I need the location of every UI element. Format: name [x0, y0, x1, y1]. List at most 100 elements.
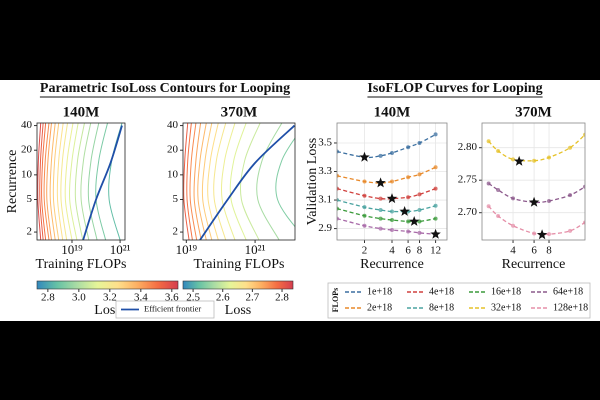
data-point [433, 203, 438, 208]
colorbar-tick-label: 3.6 [165, 292, 179, 304]
panel-title: 140M [63, 104, 100, 120]
contour-line [189, 123, 198, 240]
y-tick-label: 2 [27, 226, 33, 238]
section-title: Parametric IsoLoss Contours for Looping [40, 81, 290, 96]
frontier-line [82, 125, 123, 240]
contour-line [193, 123, 202, 240]
data-point [337, 186, 339, 191]
optimum-star [359, 151, 370, 162]
plot-area [337, 132, 441, 239]
y-tick-label: 2 [173, 226, 179, 238]
data-point [362, 205, 367, 210]
contour-line [256, 123, 283, 240]
data-point [406, 195, 411, 200]
legend-label: Efficient frontier [144, 303, 201, 313]
plot-frame [481, 122, 586, 241]
x-axis-label: Training FLOPs [194, 257, 285, 272]
data-point [390, 218, 394, 223]
plot-frame [336, 122, 448, 241]
data-point [337, 206, 339, 211]
data-point [532, 158, 537, 163]
data-point [568, 145, 573, 150]
legend-label: 128e+18 [553, 302, 588, 313]
panel-title: 140M [374, 104, 411, 120]
contour-line [213, 123, 227, 240]
plot-area [37, 123, 123, 240]
y-tick-label: 5 [173, 193, 179, 205]
colorbar-label: Loss [94, 303, 120, 318]
data-point [406, 219, 411, 224]
y-tick-label: 10 [167, 168, 179, 180]
legend-box [115, 300, 215, 319]
optimum-star [528, 196, 540, 207]
data-point [362, 213, 367, 218]
data-point [337, 216, 339, 221]
data-point [390, 150, 394, 155]
optimum-star [375, 177, 386, 188]
plot-frame [182, 122, 296, 241]
data-point [417, 192, 422, 197]
colorbar-tick-label: 2.8 [41, 292, 55, 304]
colorbar-tick-label: 2.5 [186, 292, 200, 304]
x-tick-label: 4 [510, 245, 516, 257]
optimum-star [399, 205, 410, 216]
frontier-line [199, 124, 295, 240]
y-tick-label: 2.80 [458, 141, 478, 153]
data-point [547, 155, 552, 160]
legend-label: 16e+18 [491, 286, 521, 297]
plot-area [486, 132, 585, 240]
y-tick-label: 3.1 [318, 194, 332, 206]
x-tick-label: 10¹⁹ [61, 242, 83, 257]
optimum-star [386, 193, 398, 204]
data-point [337, 149, 339, 154]
plot-area [183, 123, 295, 240]
legend-label: 8e+18 [429, 302, 454, 313]
data-point [511, 223, 516, 228]
x-tick-label: 6 [531, 245, 537, 257]
x-tick-label: 2 [362, 245, 368, 257]
x-axis-label: Training FLOPs [36, 257, 127, 272]
contour-line [197, 123, 207, 240]
optimum-star [536, 229, 548, 240]
contour-line [95, 123, 109, 240]
y-tick-label: 20 [21, 144, 33, 156]
data-point [417, 230, 422, 235]
data-point [511, 157, 516, 162]
contour-line [80, 123, 92, 240]
y-tick-label: 2.70 [458, 206, 478, 218]
data-point [378, 196, 383, 201]
contour-line [60, 123, 69, 240]
y-tick-label: 2.75 [458, 174, 478, 186]
y-tick-label: 10 [21, 168, 33, 180]
optimum-star [513, 155, 525, 166]
colorbar-tick-label: 3.2 [103, 292, 117, 304]
legend-label: 2e+18 [367, 302, 392, 313]
data-point [406, 175, 411, 180]
contour-line [37, 123, 42, 240]
colorbar-tick-label: 2.7 [246, 292, 260, 304]
legend-title: FLOPs [331, 288, 340, 312]
contour-line [229, 123, 247, 240]
data-point [433, 216, 438, 221]
data-point [486, 204, 491, 209]
data-point [378, 153, 383, 158]
contour-line [186, 123, 193, 240]
data-point [532, 231, 537, 236]
data-point [362, 223, 367, 228]
data-point [433, 165, 438, 170]
data-point [486, 181, 491, 186]
x-axis-label: Recurrence [502, 257, 566, 272]
plot-bg [482, 123, 585, 240]
contour-line [275, 137, 295, 228]
data-point [406, 229, 411, 234]
colorbar [36, 280, 179, 290]
data-point [406, 145, 411, 150]
x-axis-label: Recurrence [360, 257, 424, 272]
contour-line [68, 123, 79, 240]
data-point [417, 208, 422, 213]
plot-frame [36, 122, 126, 241]
data-point [378, 226, 383, 231]
